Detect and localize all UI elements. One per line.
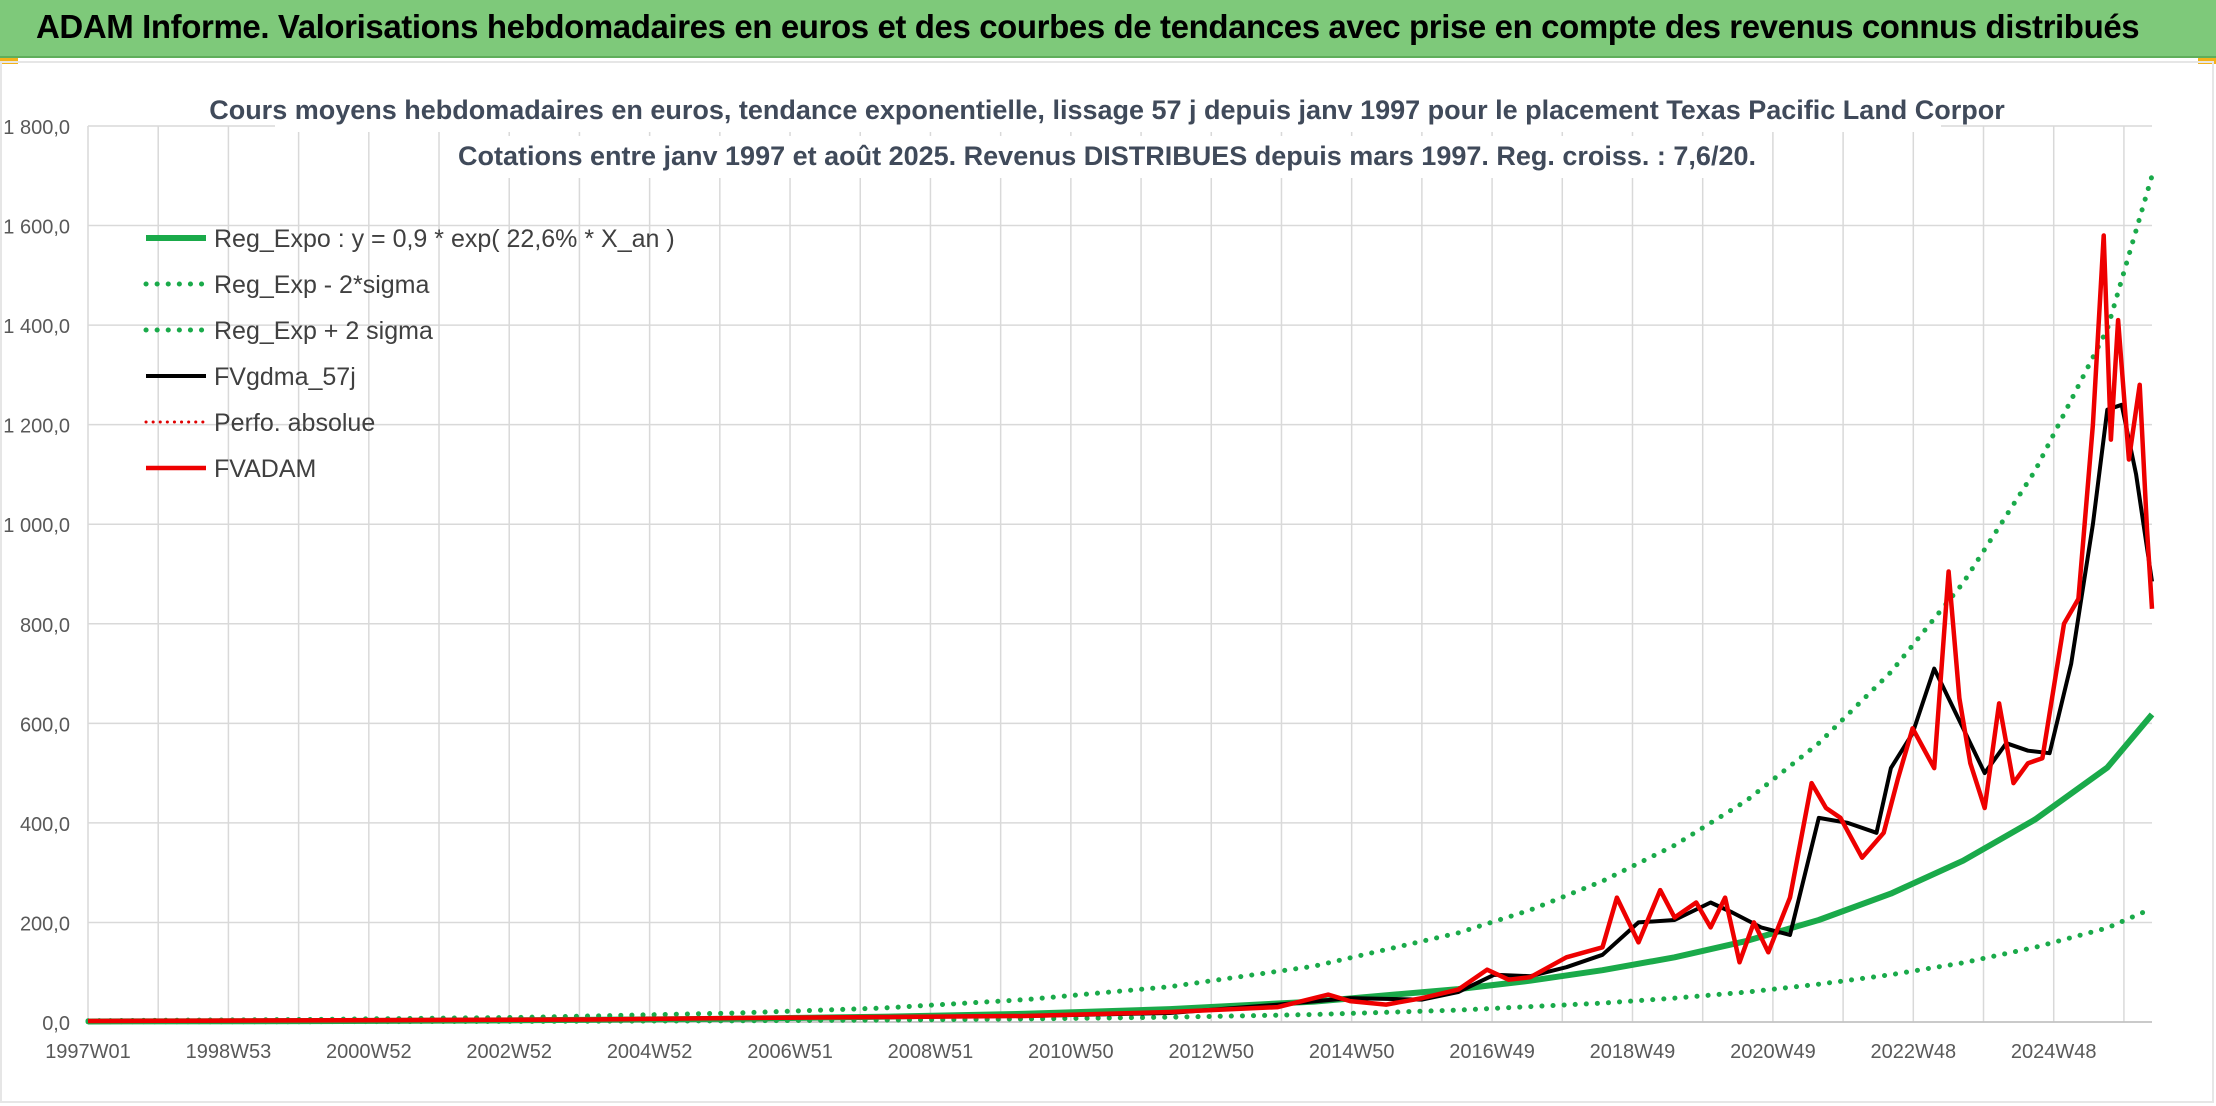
x-tick-label: 2020W49 [1730,1041,1816,1063]
chart-titles: Cours moyens hebdomadaires en euros, ten… [209,90,2005,178]
x-tick-label: 2024W48 [2011,1041,2097,1063]
chart-subtitle: Cotations entre janv 1997 et août 2025. … [458,141,1756,171]
x-tick-label: 2012W50 [1168,1041,1254,1063]
x-tick-label: 2014W50 [1309,1041,1395,1063]
y-tick-label: 800,0 [20,615,70,637]
line-chart: 0,0 200,0 400,0 600,0 800,0 1 000,0 1 200,0 1 4… [0,61,2214,1103]
chart-area: 0,0 200,0 400,0 600,0 800,0 1 000,0 1 200,0 1 4… [0,60,2216,1106]
series-line-5 [87,233,2155,1024]
y-tick-label: 1 800,0 [3,117,70,139]
y-tick-label: 1 200,0 [3,416,70,438]
y-axis-ticks: 0,0 200,0 400,0 600,0 800,0 1 000,0 1 200,0 1 4… [3,117,70,1035]
series-line-3 [87,402,2154,1023]
y-tick-label: 1 400,0 [3,316,70,338]
x-tick-label: 2002W52 [466,1041,552,1063]
y-tick-label: 1 000,0 [3,515,70,537]
x-tick-label: 2006W51 [747,1041,833,1063]
series-line-1 [85,906,2155,1025]
report-banner: ADAM Informe. Valorisations hebdomadaire… [0,0,2216,58]
legend-label: Reg_Exp + 2 sigma [214,317,433,345]
x-tick-label: 2010W50 [1028,1041,1114,1063]
x-axis-ticks: 1997W01 1998W53 2000W52 2002W52 2004W52 2006W… [45,1041,2096,1063]
legend-label: Reg_Exp - 2*sigma [214,271,429,299]
legend-label: Reg_Expo : y = 0,9 * exp( 22,6% * X_an ) [214,225,675,253]
x-tick-label: 2004W52 [607,1041,693,1063]
legend-label: FVADAM [214,455,316,483]
y-tick-label: 200,0 [20,913,70,935]
chart-series [85,173,2155,1025]
chart-legend: Reg_Expo : y = 0,9 * exp( 22,6% * X_an )… [143,225,675,483]
x-tick-label: 2016W49 [1449,1041,1535,1063]
series-line-2 [85,173,2155,1024]
report-title: ADAM Informe. Valorisations hebdomadaire… [36,8,2140,45]
chart-gridlines [87,125,2152,1023]
x-tick-label: 2008W51 [888,1041,974,1063]
chart-subtitle-background [500,136,1720,178]
y-tick-label: 1 600,0 [3,217,70,239]
legend-label: FVgdma_57j [214,363,356,391]
x-tick-label: 1998W53 [186,1041,272,1063]
legend-label: Perfo. absolue [214,409,375,437]
x-tick-label: 2018W49 [1590,1041,1676,1063]
x-tick-label: 2000W52 [326,1041,412,1063]
y-tick-label: 600,0 [20,714,70,736]
chart-title-background [275,90,1941,132]
y-tick-label: 0,0 [42,1013,70,1035]
chart-border [0,61,2214,1103]
chart-title: Cours moyens hebdomadaires en euros, ten… [209,95,2005,125]
x-tick-label: 1997W01 [45,1041,131,1063]
x-tick-label: 2022W48 [1870,1041,1956,1063]
y-tick-label: 400,0 [20,814,70,836]
